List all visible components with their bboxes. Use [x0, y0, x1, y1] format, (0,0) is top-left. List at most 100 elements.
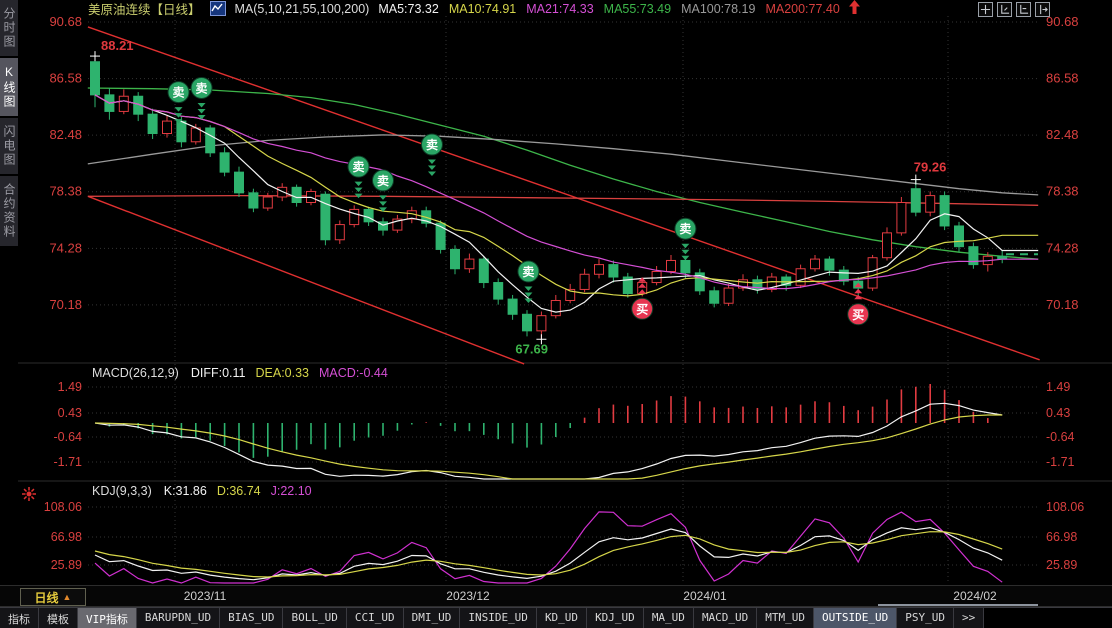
- sell-signal-marker: 卖: [674, 217, 697, 261]
- svg-text:70.18: 70.18: [1046, 297, 1079, 312]
- candlestick-chart-icon[interactable]: [209, 1, 226, 16]
- chart-header: 美原油连续【日线】 MA(5,10,21,55,100,200) MA5:73.…: [88, 0, 860, 17]
- svg-text:0.43: 0.43: [58, 406, 82, 420]
- period-selector[interactable]: 日线 ▲: [20, 588, 86, 606]
- sidebar-item-2[interactable]: 闪电图: [0, 118, 18, 176]
- ma-value-0: MA5:73.32: [378, 1, 439, 16]
- macd-panel-header: MACD(26,12,9) DIFF:0.11 DEA:0.33 MACD:-0.4…: [92, 366, 388, 380]
- svg-text:108.06: 108.06: [1046, 500, 1084, 514]
- svg-text:1.49: 1.49: [1046, 380, 1070, 394]
- svg-text:78.38: 78.38: [49, 184, 82, 199]
- svg-text:82.48: 82.48: [1046, 127, 1079, 142]
- sell-signal-marker: 卖: [517, 260, 540, 304]
- buy-signal-marker: 买: [847, 282, 870, 326]
- tab-ma-ud[interactable]: MA_UD: [643, 608, 694, 628]
- date-label-0: 2023/11: [183, 589, 227, 603]
- tab-outside-ud[interactable]: OUTSIDE_UD: [814, 608, 898, 628]
- tab-模板[interactable]: 模板: [39, 608, 78, 628]
- chart-canvas[interactable]: 90.68 90.68 86.58 86.58 82.48 82.48 78.38 78.38…: [0, 0, 1112, 585]
- tab-指标[interactable]: 指标: [0, 608, 39, 628]
- svg-text:86.58: 86.58: [1046, 71, 1079, 86]
- svg-text:67.69: 67.69: [515, 341, 548, 356]
- macd-value-0: DIFF:0.11: [190, 366, 246, 380]
- symbol-title: 美原油连续【日线】: [88, 3, 201, 17]
- ma-value-5: MA200:77.40: [765, 1, 840, 16]
- sell-signal-marker: 卖: [347, 155, 370, 199]
- svg-text:-0.64: -0.64: [1046, 430, 1075, 444]
- extreme-marks: [90, 51, 921, 345]
- sidebar-item-3[interactable]: 合约资料: [0, 176, 18, 248]
- starburst-icon: [22, 487, 36, 501]
- kdj-value-2: J:22.10: [270, 484, 312, 498]
- kdj-panel-header: KDJ(9,3,3) K:31.86 D:36.74 J:22.10: [92, 484, 312, 498]
- ma-value-1: MA10:74.91: [448, 1, 517, 16]
- tab-kdj-ud[interactable]: KDJ_UD: [587, 608, 644, 628]
- tab-dmi-ud[interactable]: DMI_UD: [403, 608, 461, 628]
- chart-toolbar: [978, 2, 1050, 17]
- svg-text:卖: 卖: [173, 85, 185, 100]
- svg-text:86.58: 86.58: [49, 71, 82, 86]
- macd-value-1: DEA:0.33: [255, 366, 310, 380]
- date-label-3: 2024/02: [953, 589, 997, 603]
- svg-text:90.68: 90.68: [49, 14, 82, 29]
- svg-text:-1.71: -1.71: [54, 455, 83, 469]
- tab->>[interactable]: >>: [954, 608, 985, 628]
- scrollbar-thumb[interactable]: [878, 604, 1038, 606]
- svg-text:70.18: 70.18: [49, 297, 82, 312]
- tab-mtm-ud[interactable]: MTM_UD: [757, 608, 815, 628]
- ma-line-MA10: [94, 94, 1039, 297]
- svg-text:78.38: 78.38: [1046, 184, 1079, 199]
- svg-text:79.26: 79.26: [914, 160, 947, 175]
- svg-text:卖: 卖: [426, 137, 438, 152]
- axis-zoom-icon[interactable]: [997, 2, 1012, 17]
- sell-signal-marker: 卖: [420, 133, 443, 177]
- svg-text:82.48: 82.48: [49, 127, 82, 142]
- svg-text:卖: 卖: [377, 173, 389, 188]
- kdj-layer: [94, 511, 1003, 584]
- svg-text:-1.71: -1.71: [1046, 455, 1075, 469]
- sell-signal-marker: 卖: [372, 169, 394, 212]
- kdj-legend: K:31.86 D:36.74 J:22.10: [164, 484, 312, 498]
- tab-vip指标[interactable]: VIP指标: [78, 608, 137, 628]
- ma-value-3: MA55:73.49: [603, 1, 672, 16]
- grid-layer: 90.68 90.68 86.58 86.58 82.48 82.48 78.38 78.38…: [18, 14, 1112, 583]
- ma-line-MA21: [94, 94, 1039, 290]
- date-label-2: 2024/01: [683, 589, 727, 603]
- svg-text:74.28: 74.28: [49, 240, 82, 255]
- svg-text:108.06: 108.06: [44, 500, 82, 514]
- sell-signal-marker: 卖: [167, 81, 190, 124]
- sidebar-item-1[interactable]: K线图: [0, 58, 18, 118]
- tab-macd-ud[interactable]: MACD_UD: [693, 608, 758, 628]
- axis-pan-icon[interactable]: [1016, 2, 1031, 17]
- svg-text:卖: 卖: [679, 221, 691, 236]
- svg-text:74.28: 74.28: [1046, 240, 1079, 255]
- ma-overlay-MA55: [87, 87, 1039, 260]
- ma-line-MA5: [94, 94, 1039, 313]
- crosshair-icon[interactable]: [978, 2, 993, 17]
- svg-text:25.89: 25.89: [51, 558, 82, 572]
- sell-signal-marker: 卖: [190, 76, 213, 120]
- svg-text:-0.64: -0.64: [54, 430, 83, 444]
- macd-title: MACD(26,12,9): [92, 366, 179, 380]
- time-axis: 日线 ▲ 2023/11 2023/12 2024/01 2024/02: [0, 585, 1112, 607]
- svg-text:卖: 卖: [522, 264, 534, 279]
- triangle-up-icon: ▲: [62, 592, 72, 602]
- kdj-value-1: D:36.74: [216, 484, 261, 498]
- ma-overlay-MA200: [87, 194, 1039, 206]
- ma-value-4: MA100:78.19: [681, 1, 756, 16]
- kdj-title: KDJ(9,3,3): [92, 484, 152, 498]
- ma-legend: MA5:73.32 MA10:74.91 MA21:74.33 MA55:73.49 M…: [378, 2, 839, 16]
- tab-boll-ud[interactable]: BOLL_UD: [283, 608, 347, 628]
- svg-text:25.89: 25.89: [1046, 558, 1077, 572]
- tab-cci-ud[interactable]: CCI_UD: [346, 608, 404, 628]
- tab-bias-ud[interactable]: BIAS_UD: [220, 608, 284, 628]
- tab-kd-ud[interactable]: KD_UD: [536, 608, 588, 628]
- svg-text:66.98: 66.98: [51, 530, 82, 544]
- sidebar-item-0[interactable]: 分时图: [0, 0, 18, 58]
- tab-barupdn-ud[interactable]: BARUPDN_UD: [136, 608, 221, 628]
- split-panel-icon[interactable]: [1035, 2, 1050, 17]
- svg-text:买: 买: [636, 302, 648, 316]
- tab-inside-ud[interactable]: INSIDE_UD: [460, 608, 537, 628]
- tab-psy-ud[interactable]: PSY_UD: [897, 608, 955, 628]
